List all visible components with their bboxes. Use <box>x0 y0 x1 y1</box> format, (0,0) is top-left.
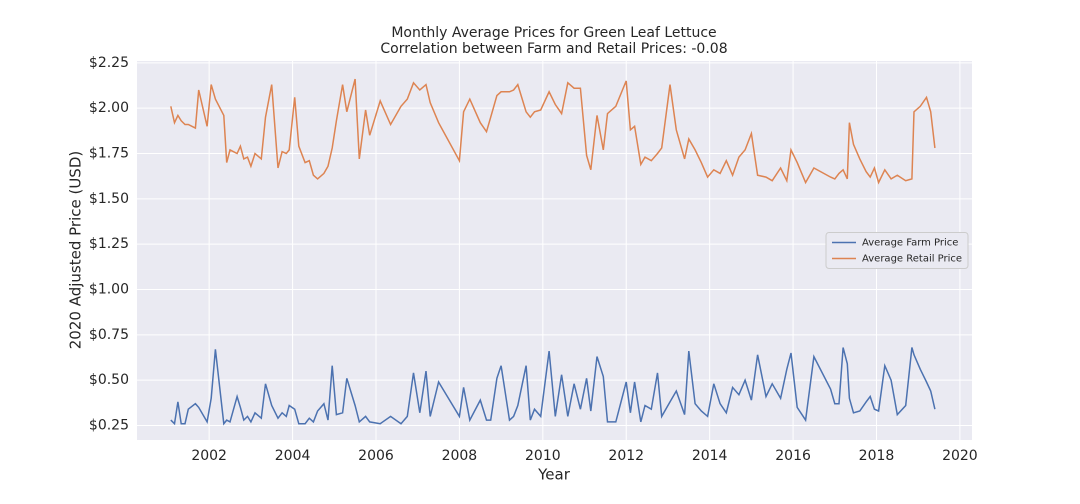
x-tick-label: 2008 <box>442 448 478 464</box>
x-tick-label: 2006 <box>358 448 394 464</box>
x-tick-label: 2014 <box>692 448 728 464</box>
x-tick-label: 2016 <box>775 448 811 464</box>
legend-label: Average Farm Price <box>862 238 958 249</box>
legend-label: Average Retail Price <box>862 254 962 265</box>
y-tick-label: $1.50 <box>89 191 129 207</box>
x-tick-label: 2004 <box>275 448 311 464</box>
y-axis-label: 2020 Adjusted Price (USD) <box>67 151 85 349</box>
y-tick-label: $1.25 <box>89 236 129 252</box>
y-tick-label: $1.75 <box>89 145 129 161</box>
x-axis-label: Year <box>537 466 571 484</box>
x-tick-label: 2020 <box>942 448 978 464</box>
legend-box <box>825 232 969 269</box>
x-tick-label: 2010 <box>525 448 561 464</box>
chart-subtitle: Correlation between Farm and Retail Pric… <box>380 41 727 57</box>
x-tick-label: 2012 <box>608 448 644 464</box>
x-tick-label: 2018 <box>859 448 895 464</box>
chart-title: Monthly Average Prices for Green Leaf Le… <box>391 25 716 41</box>
y-tick-label: $2.25 <box>89 55 129 71</box>
x-tick-label: 2002 <box>191 448 227 464</box>
y-tick-label: $0.75 <box>89 327 129 343</box>
grid <box>137 61 972 440</box>
lines <box>170 78 936 426</box>
y-tick-label: $0.50 <box>89 372 129 388</box>
series-line <box>170 78 936 185</box>
y-tick-label: $2.00 <box>89 100 129 116</box>
y-tick-label: $0.25 <box>89 417 129 433</box>
y-tick-label: $1.00 <box>89 281 129 297</box>
series-line <box>170 347 936 426</box>
legend: Average Farm Price Average Retail Price <box>825 232 969 269</box>
